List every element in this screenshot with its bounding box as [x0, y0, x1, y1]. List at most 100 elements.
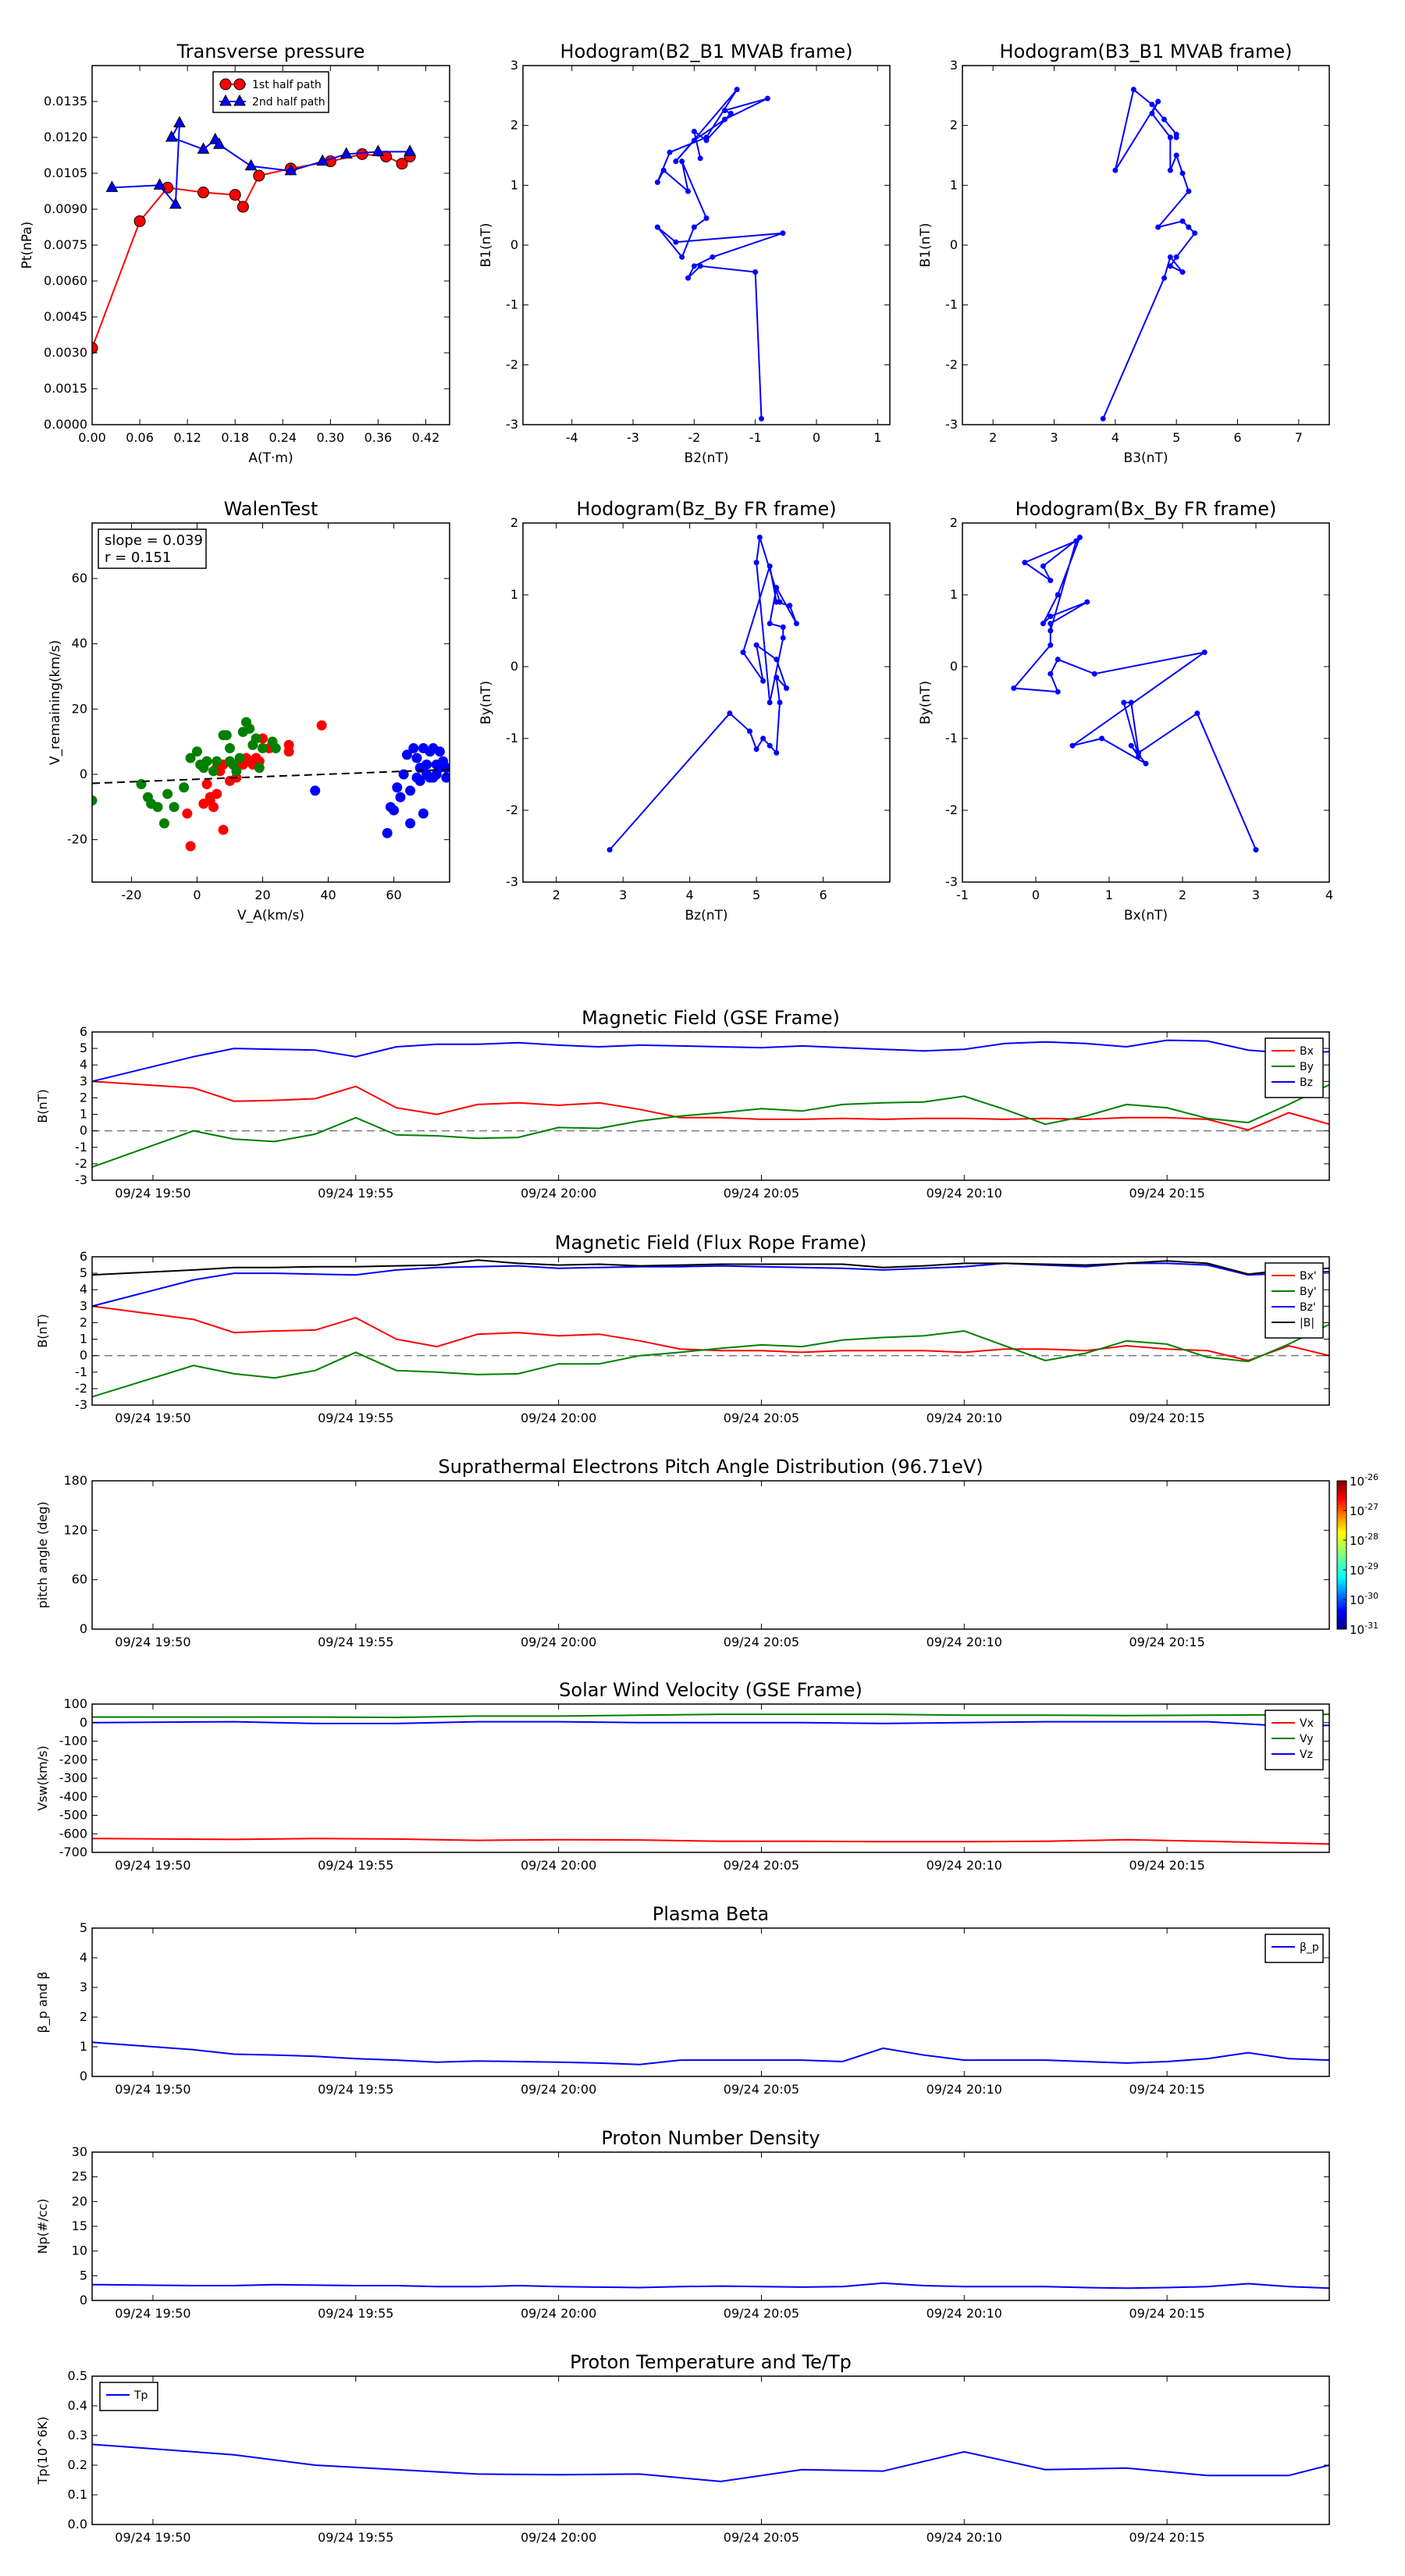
chart-hodo_b3_b1: Hodogram(B3_B1 MVAB frame) 2 3 4 5 6 7 -3 -2 -1 0 1… [918, 41, 1330, 466]
legend-label: Bx [1300, 1045, 1314, 1058]
scatter-point [408, 743, 419, 754]
x-tick-label: 09/24 19:55 [318, 2082, 393, 2097]
data-point [1069, 742, 1076, 749]
scatter-point [411, 753, 422, 763]
chart-title: WalenTest [224, 498, 318, 520]
scatter-point [254, 763, 265, 774]
colorbar-exponent: -26 [1364, 1472, 1378, 1482]
data-point [1179, 170, 1186, 176]
chart-title: Proton Number Density [601, 2127, 820, 2149]
data-point [1040, 563, 1046, 569]
scatter-point [162, 788, 173, 799]
data-point [1076, 534, 1083, 540]
data-point [722, 116, 727, 123]
data-point [1155, 224, 1161, 230]
plot-frame [91, 522, 450, 883]
data-point [697, 155, 703, 162]
data-point [284, 163, 297, 176]
plot-frame [91, 1031, 1330, 1181]
data-point [396, 158, 408, 170]
x-tick-label: -20 [121, 888, 141, 902]
data-point [734, 87, 740, 93]
y-tick-label: 4 [80, 1057, 87, 1072]
y-axis-label: B1(nT) [918, 223, 934, 268]
series-line [92, 2282, 1329, 2290]
x-tick-label: -2 [688, 430, 700, 445]
y-tick-label: 60 [72, 571, 87, 585]
y-tick-label: 1 [510, 587, 518, 602]
data-point [356, 148, 368, 160]
x-tick-label: 09/24 20:00 [521, 1411, 596, 1425]
scatter-point [418, 808, 429, 819]
series-line [656, 89, 784, 419]
annotation-text: r = 0.151 [105, 550, 171, 566]
legend-marker [219, 78, 232, 91]
chart-mag_gse: Magnetic Field (GSE Frame) 09/24 19:50 09/… [35, 1007, 1330, 1201]
x-tick-label: 09/24 19:50 [115, 1186, 190, 1201]
scatter-point [158, 818, 169, 829]
plot-area [92, 2443, 1329, 2482]
chart-title: Hodogram(B2_B1 MVAB frame) [560, 41, 853, 62]
chart-title: Suprathermal Electrons Pitch Angle Distr… [438, 1456, 983, 1478]
y-tick-label: -1 [945, 297, 958, 312]
data-point [1011, 685, 1017, 692]
y-tick-label: -3 [945, 874, 958, 889]
x-tick-label: 0 [193, 888, 201, 902]
y-axis-label: V_remaining(km/s) [48, 640, 63, 765]
data-point [1040, 621, 1046, 627]
data-point [660, 167, 667, 173]
series-line [92, 2041, 1329, 2065]
x-tick-label: 20 [254, 888, 270, 902]
chart-vsw: Solar Wind Velocity (GSE Frame) 09/24 19:… [35, 1679, 1330, 1873]
y-tick-label: 2 [510, 118, 518, 133]
annotation-box [98, 528, 207, 569]
data-point [1048, 621, 1054, 627]
data-point [1048, 614, 1054, 620]
x-tick-label: 09/24 20:00 [521, 1186, 596, 1201]
y-tick-label: -1 [75, 1140, 87, 1155]
data-point [685, 188, 691, 194]
data-point [691, 137, 697, 144]
data-point [760, 735, 767, 742]
data-point [703, 137, 710, 144]
series-line [1102, 87, 1197, 419]
data-point [1161, 275, 1167, 281]
plot-frame [91, 1927, 1330, 2077]
x-tick-label: 0.06 [126, 430, 154, 445]
x-tick-label: 5 [1172, 430, 1180, 445]
data-point [1167, 167, 1173, 173]
data-point [793, 621, 799, 627]
y-tick-label: -3 [945, 417, 958, 432]
y-tick-label: 0.0030 [44, 345, 87, 360]
y-tick-label: -3 [506, 417, 518, 432]
data-point [1091, 671, 1097, 677]
y-tick-label: 0.0060 [44, 273, 87, 288]
data-point [105, 180, 119, 192]
x-tick-label: 09/24 20:00 [521, 1858, 596, 1873]
data-point [747, 728, 753, 735]
data-point [1194, 710, 1200, 717]
plot-frame [91, 1256, 1330, 1406]
data-point [1084, 599, 1090, 605]
y-tick-label: 0.1 [68, 2487, 87, 2502]
plot-frame [91, 2375, 1330, 2525]
legend-label: Bx' [1300, 1270, 1317, 1283]
legend-label: Vz [1300, 1749, 1313, 1761]
x-tick-label: 09/24 19:50 [115, 2082, 190, 2097]
y-tick-label: 40 [72, 636, 87, 651]
chart-title: Magnetic Field (Flux Rope Frame) [555, 1232, 866, 1254]
x-tick-label: -3 [627, 430, 639, 445]
scatter-point [221, 730, 232, 741]
data-point [752, 269, 759, 275]
data-point [759, 415, 764, 422]
y-tick-label: 5 [80, 1920, 87, 1935]
y-tick-label: -1 [75, 1364, 87, 1379]
x-tick-label: 09/24 20:10 [927, 2306, 1002, 2321]
data-point [767, 742, 773, 749]
colorbar-label: 10-28 [1350, 1532, 1378, 1548]
legend-label: By [1300, 1061, 1314, 1073]
data-point [1149, 110, 1155, 116]
y-tick-label: 20 [72, 701, 87, 716]
colorbar-exponent: -27 [1364, 1502, 1378, 1512]
